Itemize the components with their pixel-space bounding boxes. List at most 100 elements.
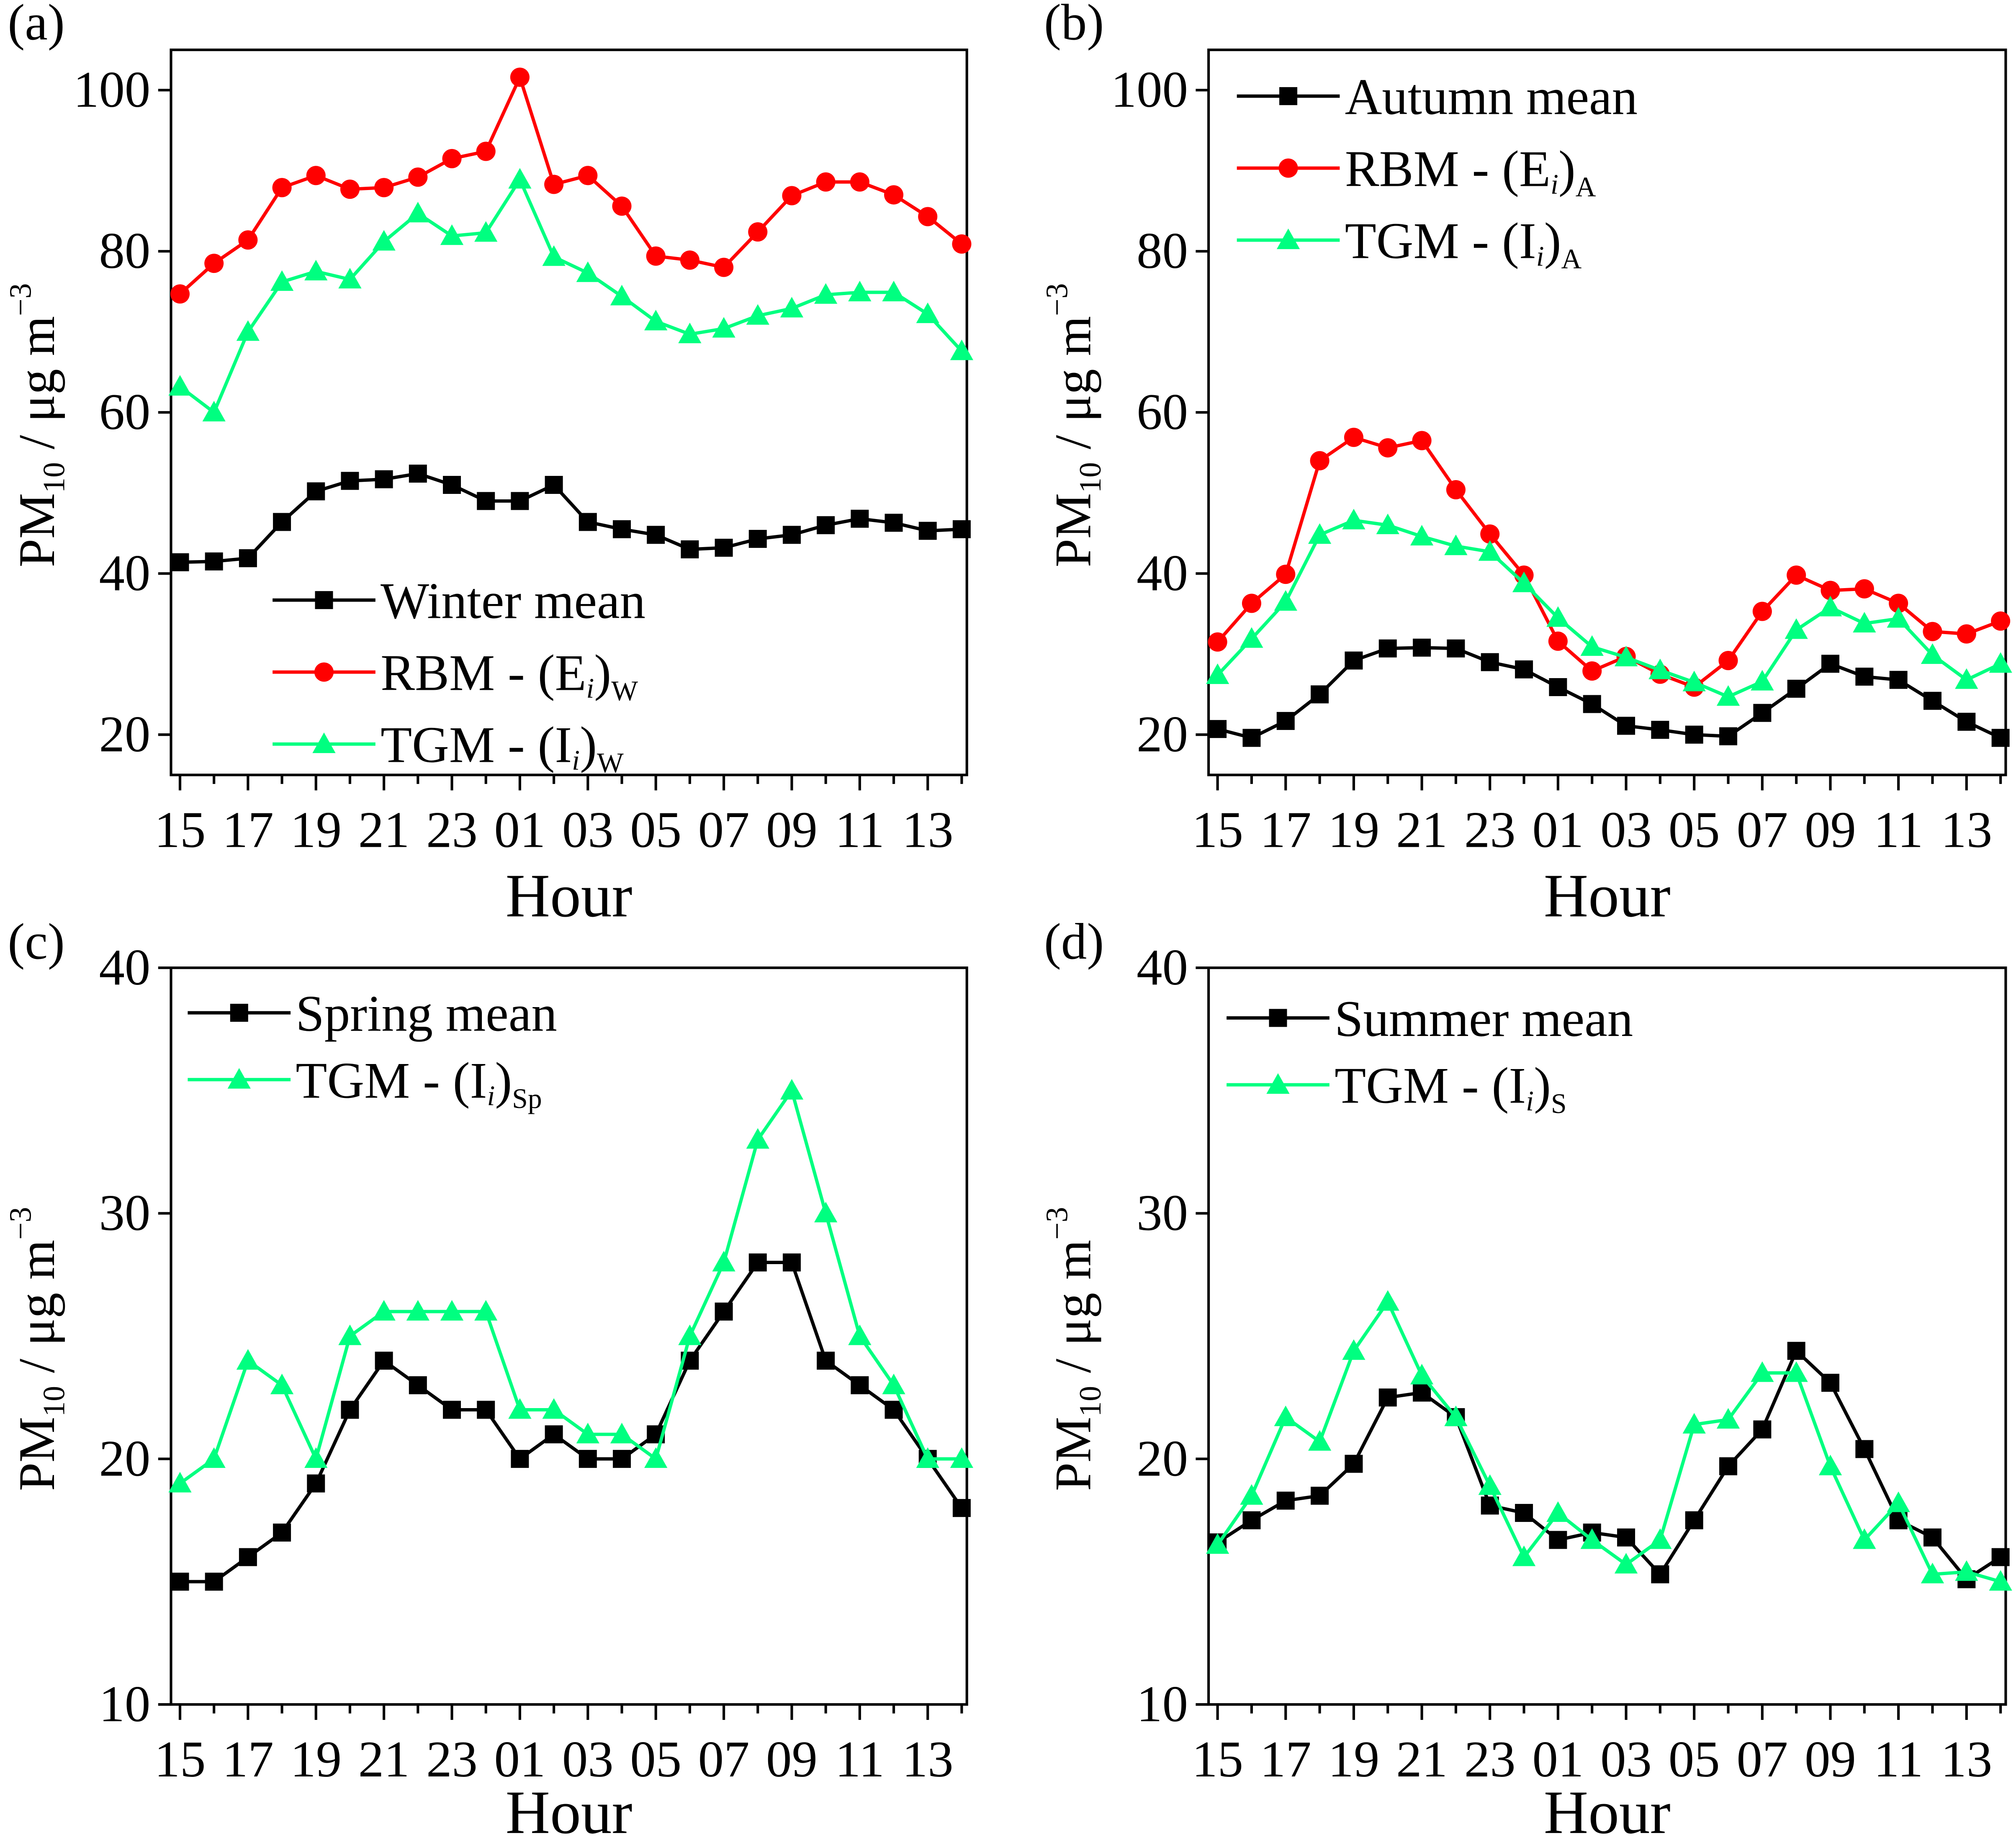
data-point (712, 317, 735, 338)
data-point (1751, 670, 1774, 691)
data-point (170, 284, 190, 304)
data-point (1685, 725, 1703, 744)
x-tick-label: 07 (698, 1731, 750, 1788)
data-point (714, 257, 734, 277)
data-point (1991, 1548, 2010, 1566)
y-label-sub: 10 (1073, 462, 1107, 493)
data-point (1716, 685, 1740, 706)
data-point (1821, 581, 1840, 600)
data-point (952, 520, 971, 538)
series-tgm-ii-sp (168, 1079, 974, 1493)
x-tick-label: 17 (1260, 1731, 1311, 1788)
data-point (814, 1202, 838, 1223)
y-label-sup: −3 (1039, 1207, 1074, 1239)
x-tick-label: 01 (494, 1731, 546, 1788)
legend-label: RBM - (Ei)W (381, 645, 638, 707)
data-point (542, 245, 566, 266)
data-point (273, 1523, 291, 1542)
data-point (578, 166, 598, 185)
data-point (545, 1425, 563, 1444)
square-marker-icon (1269, 1009, 1287, 1027)
data-point (1582, 661, 1602, 681)
legend-label: Spring mean (296, 985, 557, 1042)
data-point (409, 1376, 427, 1394)
plot-frame (1207, 966, 2007, 1706)
series-winter-mean (171, 464, 971, 571)
data-point (1344, 427, 1363, 447)
series-line (1216, 519, 2001, 699)
series-line (1216, 1349, 2002, 1581)
data-point (1751, 1361, 1774, 1382)
x-tick-label: 21 (358, 801, 410, 858)
series-rbm-ei-a (1208, 427, 2011, 697)
y-tick-label: 40 (99, 939, 151, 996)
data-point (1648, 1528, 1672, 1549)
x-tick-label: 05 (630, 801, 681, 858)
data-point (1955, 668, 1978, 689)
data-point (1991, 611, 2011, 631)
legend-label: TGM - (Ii)Sp (296, 1052, 542, 1114)
data-point (916, 302, 939, 323)
x-tick-label: 11 (835, 801, 885, 858)
data-point (1923, 1528, 1941, 1547)
y-axis-label: PM10 / μg m−3 (1039, 283, 1107, 568)
triangle-marker-icon (227, 1068, 251, 1089)
data-point (171, 1573, 189, 1591)
x-tick-label: 03 (562, 1731, 614, 1788)
y-axis-label: PM10 / μg m−3 (1039, 1207, 1107, 1491)
series-tgm-ii-w (168, 168, 974, 422)
data-point (918, 207, 938, 226)
x-tick-label: 23 (1464, 1731, 1516, 1788)
data-point (950, 1447, 974, 1468)
data-point (681, 540, 699, 558)
data-point (1617, 1528, 1635, 1547)
data-point (817, 1352, 835, 1370)
x-tick-label: 13 (1941, 801, 1992, 858)
series-line (1216, 1300, 2001, 1583)
series-line (179, 75, 963, 296)
legend-label-sub: S (1551, 1088, 1567, 1119)
data-point (1206, 663, 1229, 684)
data-point (950, 339, 974, 360)
data-point (443, 1401, 461, 1419)
data-point (610, 285, 634, 306)
y-label-sup: −3 (1039, 283, 1074, 316)
data-point (1345, 651, 1363, 670)
data-point (885, 1401, 903, 1419)
data-point (238, 230, 258, 250)
x-tick-label: 11 (1874, 1731, 1923, 1788)
data-point (1752, 601, 1772, 621)
legend-label-main: Autumn mean (1345, 69, 1638, 126)
x-tick-label: 09 (1805, 801, 1856, 858)
data-point (1546, 1501, 1570, 1522)
y-tick-label: 10 (99, 1676, 151, 1732)
legend-item: Summer mean (1227, 990, 1633, 1047)
chart-panel-b: (b) 20 40 60 80 100 15 17 19 21 23 01 03 05 07 09 11 13 Ho… (1039, 0, 2012, 930)
data-point (306, 166, 326, 185)
data-point (780, 1079, 804, 1100)
data-point (646, 246, 666, 266)
data-point (307, 482, 325, 501)
data-point (1376, 1290, 1399, 1311)
data-point (204, 254, 224, 273)
data-point (952, 1499, 971, 1517)
data-point (1276, 712, 1295, 730)
data-point (1617, 717, 1635, 735)
data-point (171, 553, 189, 571)
data-point (1889, 594, 1908, 613)
data-point (270, 270, 294, 291)
data-point (782, 526, 801, 544)
legend-label-italic: i (1526, 1085, 1534, 1117)
data-point (372, 1300, 396, 1321)
data-point (918, 522, 937, 540)
data-point (1546, 606, 1570, 627)
data-point (1376, 514, 1399, 535)
data-point (406, 1300, 429, 1321)
data-point (579, 1450, 597, 1468)
y-label-unit: / μg m (1045, 1240, 1102, 1386)
x-tick-label: 09 (1805, 1731, 1856, 1788)
data-point (1614, 1553, 1638, 1574)
legend-item: Autumn mean (1237, 69, 1638, 126)
chart-panel-d: (d) 10 20 30 40 15 17 19 21 23 01 03 05 07 09 11 13 Hour P… (1039, 913, 2012, 1843)
data-point (1549, 1531, 1567, 1549)
